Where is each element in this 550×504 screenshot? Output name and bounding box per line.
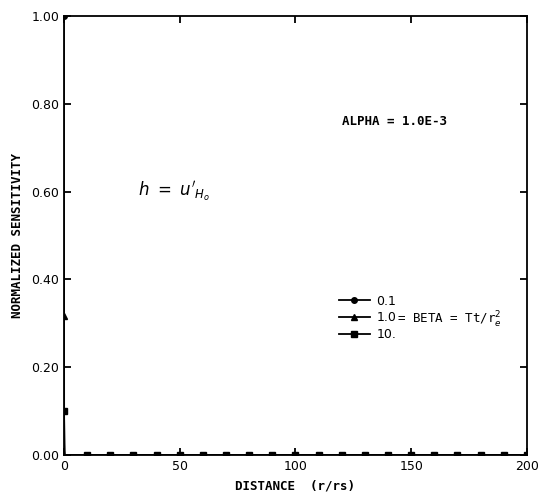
Y-axis label: NORMALIZED SENSITIVITY: NORMALIZED SENSITIVITY (11, 153, 24, 318)
Text: ALPHA = 1.0E-3: ALPHA = 1.0E-3 (342, 115, 447, 128)
Legend: 0.1, 1.0, 10.: 0.1, 1.0, 10. (339, 294, 396, 341)
Text: = BETA = Tt/r$_e^2$: = BETA = Tt/r$_e^2$ (397, 310, 502, 330)
Text: $h\ =\ u'_{H_o}$: $h\ =\ u'_{H_o}$ (138, 179, 210, 204)
X-axis label: DISTANCE  (r/rs): DISTANCE (r/rs) (235, 480, 355, 493)
